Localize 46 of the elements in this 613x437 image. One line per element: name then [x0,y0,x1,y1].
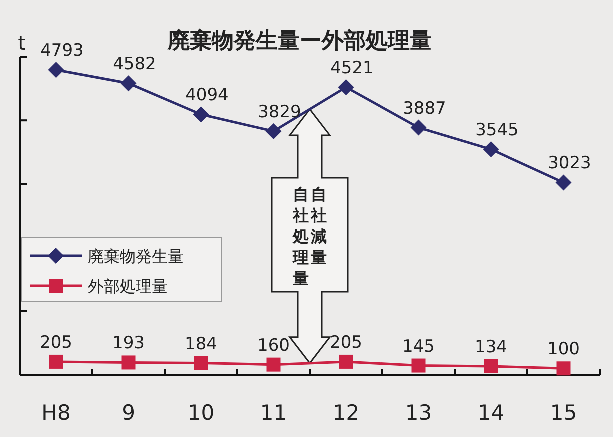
point [412,358,426,373]
point [483,142,500,158]
x-tick-label: 9 [122,401,136,425]
data-label: 193 [112,334,145,354]
data-label: 205 [330,332,362,353]
x-tick-label: 14 [478,401,505,425]
x-tick-label: 10 [188,401,215,425]
data-label: 3023 [548,154,592,174]
point [556,174,572,191]
point [338,79,354,96]
point [266,358,281,372]
x-tick-label: 12 [332,401,360,425]
annotation: 自社処理量 [292,185,309,288]
point [122,356,136,370]
data-label: 4521 [330,58,374,78]
data-label: 4094 [186,86,229,106]
point [484,359,498,374]
data-label: 3887 [403,98,446,119]
x-tick-label: H8 [42,401,71,425]
annotation: 自社減量 [310,185,327,267]
legend-label: 廃棄物発生量 [88,247,184,266]
point [48,62,64,78]
data-label: 4582 [113,54,156,75]
data-label: 3829 [258,102,302,122]
data-label: 160 [258,336,290,356]
data-label: 100 [548,340,580,360]
legend-label: 外部処理量 [88,277,168,296]
x-tick-label: 11 [260,401,288,425]
point [410,120,427,136]
data-label: 184 [185,334,218,354]
point [266,123,282,140]
chart-title: 廃棄物発生量ー外部処理量 [167,28,432,54]
point [556,362,571,376]
data-label: 4793 [40,41,84,62]
point [339,354,354,369]
data-label: 134 [475,337,508,358]
x-tick-label: 15 [550,401,578,425]
data-label: 145 [402,336,435,357]
x-tick-label: 13 [405,401,432,425]
y-axis-title: t [18,31,26,55]
point [49,354,64,369]
point [194,356,208,370]
data-label: 3545 [476,120,519,141]
point [193,106,210,123]
data-label: 205 [40,332,72,353]
point [120,76,137,92]
